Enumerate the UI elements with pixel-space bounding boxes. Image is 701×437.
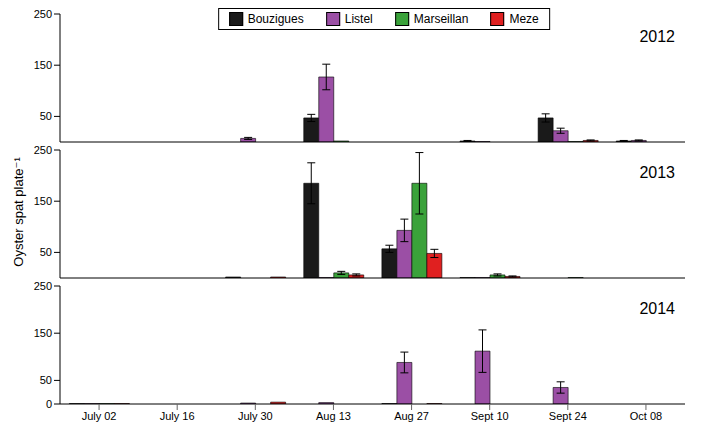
html-text:2014: 2014 <box>639 300 675 317</box>
html-text:Marseillan: Marseillan <box>413 12 469 26</box>
html-text:Meze: Meze <box>509 12 539 26</box>
svg-text:0: 0 <box>46 398 52 410</box>
svg-text:250: 250 <box>34 280 52 292</box>
svg-text:Aug 13: Aug 13 <box>316 410 351 422</box>
svg-text:150: 150 <box>34 195 52 207</box>
html-text:2012: 2012 <box>639 28 675 45</box>
html-text:Oyster spat plate⁻¹: Oyster spat plate⁻¹ <box>10 157 26 267</box>
svg-text:250: 250 <box>34 144 52 156</box>
svg-text:50: 50 <box>40 246 52 258</box>
svg-text:50: 50 <box>40 110 52 122</box>
svg-text:Oct 08: Oct 08 <box>630 410 662 422</box>
svg-text:150: 150 <box>34 59 52 71</box>
html-text:Listel: Listel <box>344 12 373 26</box>
svg-text:July 30: July 30 <box>238 410 273 422</box>
svg-text:Sept 24: Sept 24 <box>549 410 587 422</box>
svg-text:Sept 10: Sept 10 <box>471 410 509 422</box>
svg-text:50: 50 <box>40 374 52 386</box>
svg-text:150: 150 <box>34 327 52 339</box>
html-text:2013: 2013 <box>639 164 675 181</box>
svg-text:July 16: July 16 <box>160 410 195 422</box>
svg-text:July 02: July 02 <box>82 410 117 422</box>
html-text:Bouzigues: Bouzigues <box>247 12 304 26</box>
svg-text:Aug 27: Aug 27 <box>394 410 429 422</box>
svg-text:250: 250 <box>34 8 52 20</box>
